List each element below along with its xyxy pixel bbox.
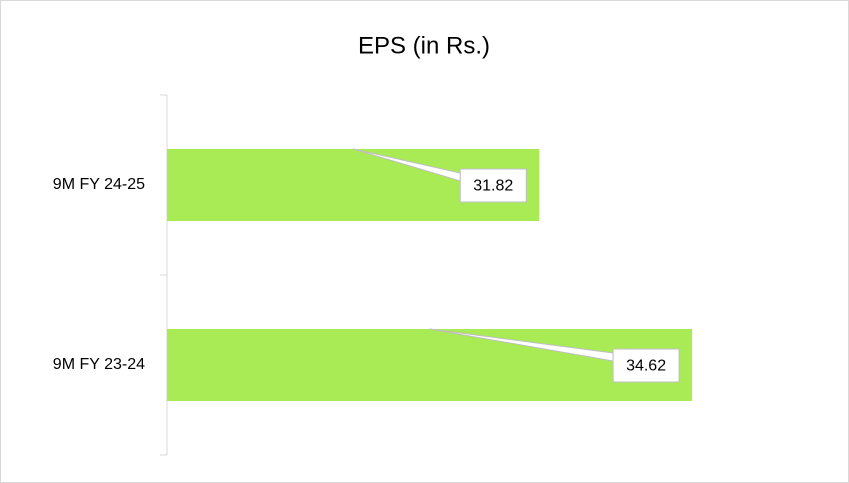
y-tick-label: 9M FY 23-24 (53, 356, 145, 373)
y-tick-label: 9M FY 24-25 (53, 176, 145, 193)
chart-title: EPS (in Rs.) (358, 32, 490, 59)
data-label: 34.62 (626, 358, 666, 375)
bar (167, 329, 693, 401)
data-label: 31.82 (473, 178, 513, 195)
label-box (459, 168, 527, 203)
label-box (612, 348, 680, 383)
